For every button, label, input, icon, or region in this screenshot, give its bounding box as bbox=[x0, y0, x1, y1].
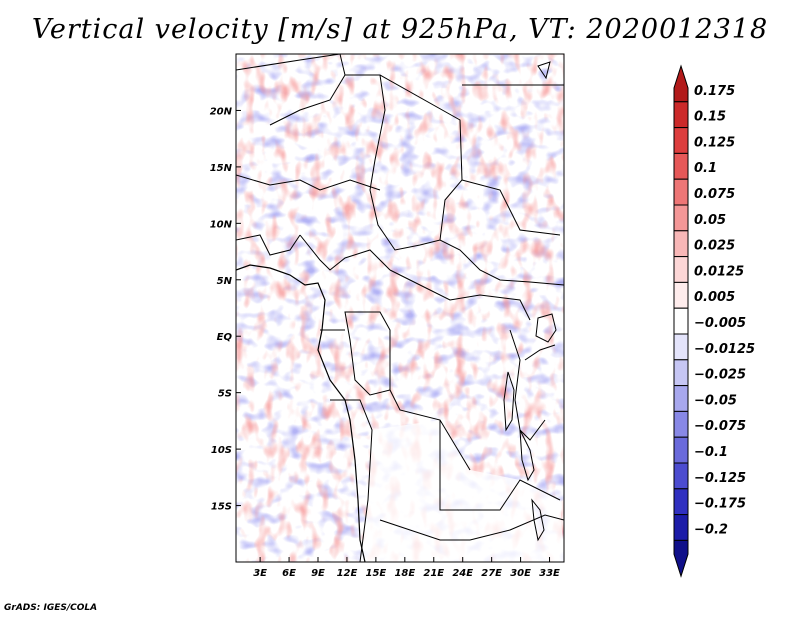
colorbar-swatch bbox=[673, 333, 689, 361]
longitude-axis: 3E 6E 9E 12E 15E 18E 21E 24E 27E 30E 33E bbox=[253, 557, 560, 579]
colorbar-label: 0.075 bbox=[694, 187, 735, 202]
colorbar-swatch bbox=[673, 359, 689, 387]
colorbar-label: 0.05 bbox=[694, 213, 726, 228]
lon-tick-label: 18E bbox=[394, 568, 415, 579]
colorbar-label: 0.175 bbox=[694, 84, 735, 99]
colorbar-swatch bbox=[673, 204, 689, 232]
colorbar-label: −0.175 bbox=[694, 497, 746, 512]
colorbar-swatch bbox=[673, 539, 689, 578]
colorbar-swatch bbox=[673, 101, 689, 129]
lakes bbox=[503, 61, 557, 542]
colorbar-label: −0.125 bbox=[694, 471, 746, 486]
colorbar-label: −0.005 bbox=[694, 316, 746, 331]
colorbar-swatch bbox=[673, 64, 689, 103]
colorbar-label: −0.1 bbox=[694, 445, 728, 460]
lon-tick-label: 21E bbox=[423, 568, 444, 579]
lon-tick-label: 3E bbox=[253, 568, 267, 579]
lon-tick-label: 12E bbox=[337, 568, 358, 579]
colorbar-label: −0.2 bbox=[694, 522, 728, 537]
colorbar-swatch bbox=[673, 307, 689, 335]
colorbar-label: 0.025 bbox=[694, 239, 735, 254]
colorbar-swatch bbox=[673, 178, 689, 206]
lon-tick-label: 15E bbox=[366, 568, 387, 579]
colorbar-swatch bbox=[673, 410, 689, 438]
lon-tick-label: 27E bbox=[481, 568, 502, 579]
colorbar-label: −0.0125 bbox=[694, 342, 755, 357]
coastline bbox=[236, 264, 366, 562]
chart-title: Vertical velocity [m/s] at 925hPa, VT: 2… bbox=[31, 14, 769, 45]
colorbar-swatch bbox=[673, 514, 689, 541]
lon-tick-label: 6E bbox=[282, 568, 296, 579]
colorbar-swatch bbox=[673, 152, 689, 180]
colorbar-swatch bbox=[673, 256, 689, 283]
lat-tick-label: 15N bbox=[210, 163, 233, 174]
lon-tick-label: 24E bbox=[452, 568, 473, 579]
lat-tick-label: 10N bbox=[210, 219, 233, 230]
velocity-field bbox=[236, 54, 564, 562]
lon-tick-label: 33E bbox=[539, 568, 560, 579]
colorbar-label: 0.005 bbox=[694, 290, 735, 305]
colorbar-label: 0.1 bbox=[694, 161, 717, 176]
lon-tick-label: 9E bbox=[311, 568, 325, 579]
latitude-axis: 20N 15N 10N 5N EQ 5S 10S 15S bbox=[210, 106, 241, 513]
lat-tick-label: 10S bbox=[211, 445, 232, 456]
lat-tick-label: 5S bbox=[218, 389, 232, 400]
colorbar-swatch bbox=[673, 488, 689, 516]
lon-tick-label: 30E bbox=[510, 568, 531, 579]
colorbar-label: −0.075 bbox=[694, 419, 746, 434]
grads-credit: GrADS: IGES/COLA bbox=[4, 603, 98, 613]
colorbar-swatch bbox=[673, 127, 689, 154]
colorbar-label: 0.15 bbox=[694, 110, 726, 125]
colorbar-swatch bbox=[673, 281, 689, 309]
colorbar-label: −0.025 bbox=[694, 368, 746, 383]
lat-tick-label: 15S bbox=[211, 502, 232, 513]
lat-tick-label: 20N bbox=[210, 106, 233, 117]
colorbar-label: −0.05 bbox=[694, 393, 737, 408]
lat-tick-label: EQ bbox=[217, 332, 233, 343]
colorbar-label: 0.0125 bbox=[694, 264, 744, 279]
map-frame bbox=[235, 53, 565, 563]
colorbar-swatch bbox=[673, 230, 689, 258]
country-borders bbox=[236, 54, 564, 562]
colorbar: 0.175 0.15 0.125 0.1 0.075 0.05 0.025 0.0125 0.0… bbox=[673, 64, 755, 578]
colorbar-swatch bbox=[673, 462, 689, 490]
lat-tick-label: 5N bbox=[217, 276, 233, 287]
colorbar-swatch bbox=[673, 436, 689, 464]
colorbar-label: 0.125 bbox=[694, 135, 735, 150]
colorbar-swatch bbox=[673, 385, 689, 412]
calm-region bbox=[360, 420, 564, 562]
